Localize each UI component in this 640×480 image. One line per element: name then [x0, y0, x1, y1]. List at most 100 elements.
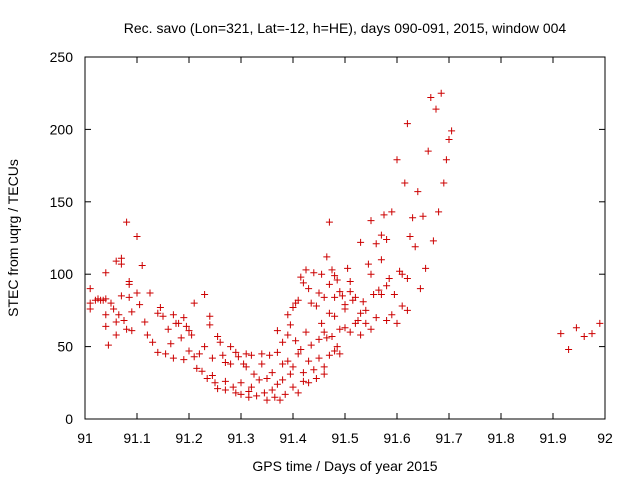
x-tick-label: 91.9	[539, 430, 566, 446]
data-point	[167, 340, 175, 348]
data-point	[299, 369, 307, 377]
data-point	[292, 337, 300, 345]
data-point	[221, 359, 229, 367]
data-point	[86, 285, 94, 293]
data-point	[416, 285, 424, 293]
data-point	[437, 89, 445, 97]
x-tick-label: 91.1	[123, 430, 150, 446]
data-point	[123, 218, 131, 226]
data-point	[307, 299, 315, 307]
data-point	[312, 302, 320, 310]
data-point	[177, 334, 185, 342]
data-point	[336, 288, 344, 296]
data-point	[175, 319, 183, 327]
data-point	[279, 376, 287, 384]
data-point	[133, 289, 141, 297]
data-point	[273, 327, 281, 335]
data-point	[393, 156, 401, 164]
x-tick-label: 91.4	[279, 430, 306, 446]
data-point	[429, 237, 437, 245]
data-point	[383, 282, 391, 290]
x-tick-label: 91.8	[487, 430, 514, 446]
data-point	[266, 351, 274, 359]
data-point	[305, 285, 313, 293]
data-point	[359, 298, 367, 306]
data-point	[281, 390, 289, 398]
data-point	[312, 374, 320, 382]
data-point	[258, 360, 266, 368]
data-point	[406, 233, 414, 241]
data-point	[572, 324, 580, 332]
data-point	[315, 354, 323, 362]
data-point	[302, 328, 310, 336]
data-point	[346, 277, 354, 285]
data-point	[232, 348, 240, 356]
y-axis-label: STEC from uqrg / TECUs	[5, 159, 21, 317]
data-point	[112, 257, 120, 265]
data-point	[247, 383, 255, 391]
data-point	[169, 354, 177, 362]
y-axis: 0 50 100 150 200 250	[50, 49, 605, 427]
data-point	[216, 338, 224, 346]
data-point	[128, 308, 136, 316]
data-point	[273, 380, 281, 388]
data-point	[440, 179, 448, 187]
data-point	[154, 309, 162, 317]
data-point	[107, 299, 115, 307]
data-point	[341, 305, 349, 313]
data-point	[315, 289, 323, 297]
data-point	[193, 364, 201, 372]
data-point	[385, 275, 393, 283]
data-point	[318, 319, 326, 327]
data-point	[419, 212, 427, 220]
data-point	[102, 269, 110, 277]
data-point	[86, 305, 94, 313]
data-point	[323, 253, 331, 261]
data-point	[198, 367, 206, 375]
data-point	[409, 214, 417, 222]
data-point	[182, 322, 190, 330]
data-point	[232, 389, 240, 397]
data-point	[362, 306, 370, 314]
data-point	[294, 389, 302, 397]
data-point	[297, 273, 305, 281]
data-point	[273, 348, 281, 356]
data-point	[125, 280, 133, 288]
data-point	[115, 311, 123, 319]
data-point	[442, 156, 450, 164]
data-point	[411, 243, 419, 251]
data-point	[188, 331, 196, 339]
data-point	[250, 370, 258, 378]
data-point	[377, 290, 385, 298]
y-tick-label: 100	[50, 266, 74, 282]
data-point	[284, 311, 292, 319]
data-point	[245, 393, 253, 401]
data-point	[383, 317, 391, 325]
data-point	[323, 334, 331, 342]
data-point	[325, 351, 333, 359]
data-point	[104, 341, 112, 349]
data-point	[390, 290, 398, 298]
data-point	[580, 332, 588, 340]
data-point	[221, 377, 229, 385]
data-point	[325, 280, 333, 288]
data-point	[284, 331, 292, 339]
data-point	[211, 379, 219, 387]
x-axis-label: GPS time / Days of year 2015	[252, 458, 437, 474]
data-point	[424, 147, 432, 155]
data-point	[214, 385, 222, 393]
data-point	[338, 292, 346, 300]
data-point	[138, 262, 146, 270]
data-point	[393, 319, 401, 327]
data-point	[227, 343, 235, 351]
data-point	[294, 350, 302, 358]
data-point	[325, 309, 333, 317]
data-point	[286, 370, 294, 378]
data-point	[320, 293, 328, 301]
data-point	[260, 389, 268, 397]
data-point	[565, 345, 573, 353]
data-point	[596, 319, 604, 327]
data-point	[299, 279, 307, 287]
data-point	[403, 275, 411, 283]
